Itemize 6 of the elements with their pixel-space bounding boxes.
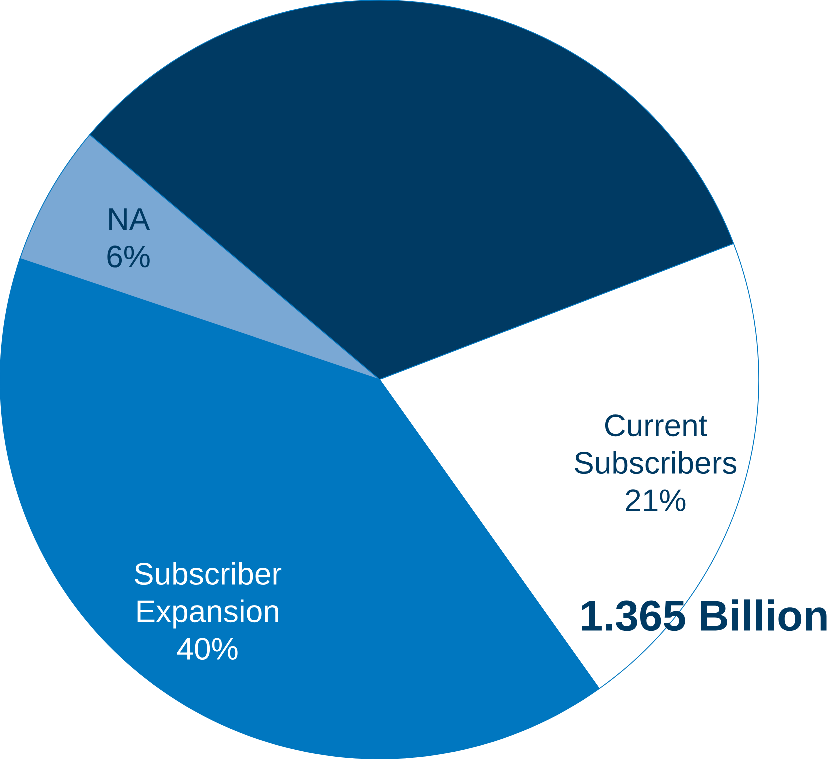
data-label: 21% bbox=[626, 490, 686, 512]
slice-label: Subscriber Expansion bbox=[134, 562, 282, 629]
slice-label: NA bbox=[110, 208, 150, 230]
data-label: 40% bbox=[177, 638, 238, 660]
slice-label: Current Subscribers bbox=[575, 414, 737, 474]
data-label: 6% bbox=[108, 246, 150, 268]
